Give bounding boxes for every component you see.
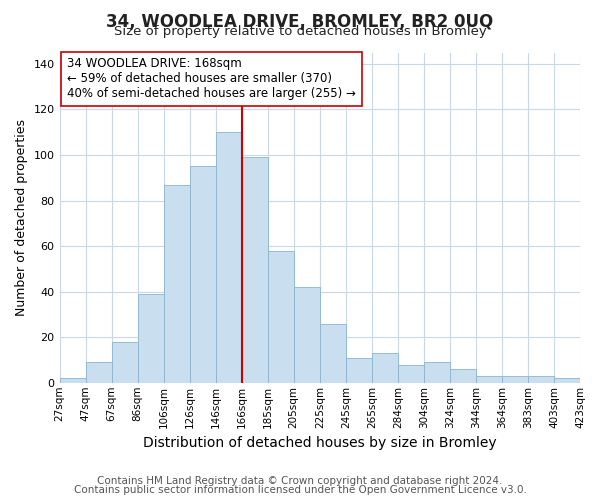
Text: 34, WOODLEA DRIVE, BROMLEY, BR2 0UQ: 34, WOODLEA DRIVE, BROMLEY, BR2 0UQ	[106, 12, 494, 30]
Bar	[554, 378, 580, 383]
Bar	[112, 342, 137, 383]
Bar	[59, 378, 86, 383]
Bar	[398, 364, 424, 383]
Bar	[320, 324, 346, 383]
Text: 34 WOODLEA DRIVE: 168sqm
← 59% of detached houses are smaller (370)
40% of semi-: 34 WOODLEA DRIVE: 168sqm ← 59% of detach…	[67, 58, 356, 100]
Text: Size of property relative to detached houses in Bromley: Size of property relative to detached ho…	[113, 25, 487, 38]
Y-axis label: Number of detached properties: Number of detached properties	[15, 119, 28, 316]
Bar	[346, 358, 372, 383]
Bar	[215, 132, 242, 383]
Bar	[190, 166, 215, 383]
Bar	[294, 287, 320, 383]
Bar	[476, 376, 502, 383]
Bar	[528, 376, 554, 383]
Bar	[268, 250, 294, 383]
Bar	[450, 369, 476, 383]
Bar	[424, 362, 450, 383]
Bar	[86, 362, 112, 383]
Bar	[137, 294, 164, 383]
Bar	[372, 353, 398, 383]
Bar	[502, 376, 528, 383]
Bar	[164, 184, 190, 383]
Bar	[242, 158, 268, 383]
Text: Contains HM Land Registry data © Crown copyright and database right 2024.: Contains HM Land Registry data © Crown c…	[97, 476, 503, 486]
Text: Contains public sector information licensed under the Open Government Licence v3: Contains public sector information licen…	[74, 485, 526, 495]
X-axis label: Distribution of detached houses by size in Bromley: Distribution of detached houses by size …	[143, 436, 497, 450]
